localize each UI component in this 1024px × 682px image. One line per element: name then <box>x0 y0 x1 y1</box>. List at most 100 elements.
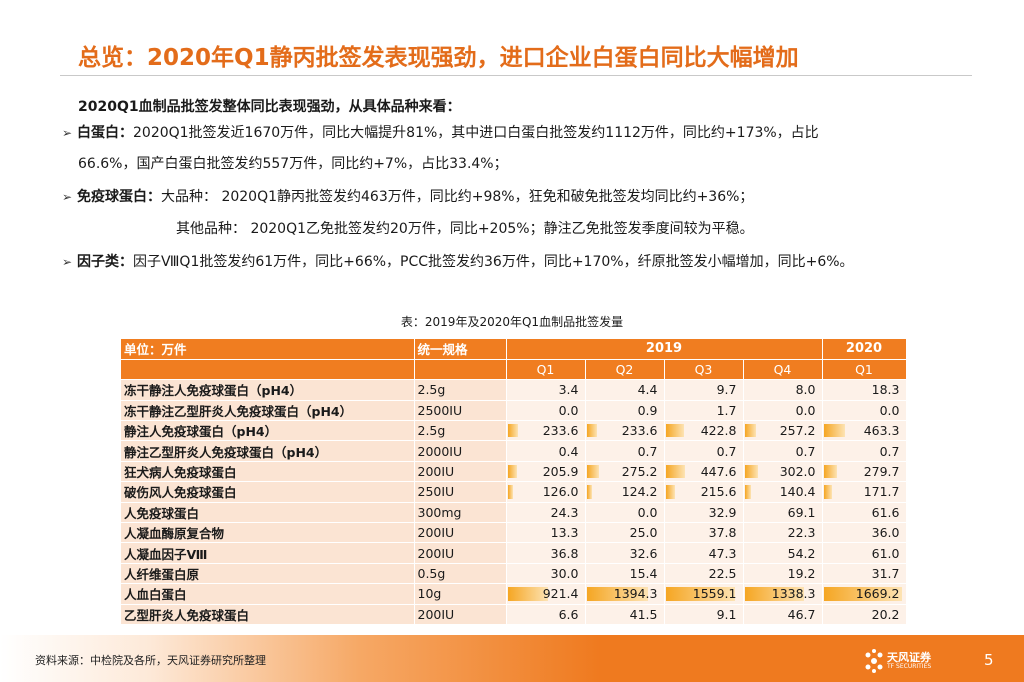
value-text: 31.7 <box>871 565 900 581</box>
value-cell: 20.2 <box>822 604 907 625</box>
value-text: 171.7 <box>863 484 900 500</box>
value-cell: 126.0 <box>506 481 586 503</box>
value-cell: 18.3 <box>822 379 907 401</box>
value-cell: 36.0 <box>822 522 907 544</box>
value-text: 279.7 <box>863 464 900 480</box>
value-cell: 32.9 <box>664 502 744 524</box>
table-row: 乙型肝炎人免疫球蛋白 200IU 6.6 41.5 9.1 46.7 20.2 <box>121 604 907 625</box>
value-text: 0.0 <box>795 402 816 418</box>
value-text: 0.0 <box>558 402 579 418</box>
value-text: 0.9 <box>637 402 658 418</box>
value-cell: 37.8 <box>664 522 744 544</box>
product-name-cell: 人血白蛋白 <box>121 583 415 605</box>
value-text: 233.6 <box>542 423 579 439</box>
table-row: 破伤风人免疫球蛋白 250IU 126.0 124.2 215.6 140.4 171.7 <box>121 481 907 503</box>
value-text: 257.2 <box>779 423 816 439</box>
value-cell: 233.6 <box>585 420 665 442</box>
spec-cell: 2500IU <box>414 400 507 422</box>
value-text: 0.4 <box>558 443 579 459</box>
value-text: 140.4 <box>779 484 816 500</box>
value-cell: 0.7 <box>822 440 907 462</box>
value-cell: 8.0 <box>743 379 823 401</box>
product-name-cell: 乙型肝炎人免疫球蛋白 <box>121 604 415 625</box>
value-text: 36.0 <box>871 525 900 541</box>
table-row: 静注人免疫球蛋白（pH4） 2.5g 233.6 233.6 422.8 257.2 463… <box>121 420 907 442</box>
table-row: 冻干静注乙型肝炎人免疫球蛋白（pH4） 2500IU 0.0 0.9 1.7 0.0 0.0 <box>121 400 907 422</box>
slide-title: 总览：2020年Q1静丙批签发表现强劲，进口企业白蛋白同比大幅增加 <box>78 45 799 71</box>
page-number: 5 <box>984 651 994 669</box>
value-text: 15.4 <box>629 565 658 581</box>
arrow-bullet-icon: ➢ <box>62 190 73 204</box>
value-cell: 124.2 <box>585 481 665 503</box>
value-cell: 41.5 <box>585 604 665 625</box>
value-cell: 1669.2 <box>822 583 907 605</box>
value-text: 124.2 <box>621 484 658 500</box>
value-text: 9.7 <box>716 382 737 398</box>
value-cell: 19.2 <box>743 563 823 585</box>
data-bar <box>665 464 686 479</box>
quarter-header: Q1 <box>822 359 907 381</box>
value-cell: 447.6 <box>664 461 744 483</box>
value-text: 463.3 <box>863 423 900 439</box>
value-cell: 0.7 <box>743 440 823 462</box>
bullet-label: 因子类： <box>77 254 133 270</box>
spec-cell: 300mg <box>414 502 507 524</box>
data-bar <box>586 485 592 499</box>
bullet-continuation: 66.6%，国产白蛋白批签发约557万件，同比约+7%，占比33.4%； <box>78 156 508 172</box>
header-blank <box>121 359 415 381</box>
brand-sub: TF SECURITIES <box>887 663 932 670</box>
product-name-cell: 人免疫球蛋白 <box>121 502 415 524</box>
value-text: 19.2 <box>787 565 816 581</box>
product-name-cell: 人凝血因子Ⅷ <box>121 542 415 564</box>
year-2020-header: 2020 <box>822 339 907 360</box>
value-text: 32.6 <box>629 545 658 561</box>
batch-release-table: 单位：万件 统一规格 2019 2020 Q1 Q2 Q3 Q4 Q1 冻干静注… <box>121 339 907 625</box>
table-row: 人免疫球蛋白 300mg 24.3 0.0 32.9 69.1 61.6 <box>121 502 907 524</box>
value-cell: 257.2 <box>743 420 823 442</box>
product-name-cell: 静注人免疫球蛋白（pH4） <box>121 420 415 442</box>
value-text: 1669.2 <box>855 586 900 602</box>
value-text: 447.6 <box>700 464 737 480</box>
value-cell: 36.8 <box>506 542 586 564</box>
data-bar <box>507 424 518 438</box>
quarter-header: Q2 <box>585 359 665 381</box>
value-cell: 1394.3 <box>585 583 665 605</box>
value-text: 61.0 <box>871 545 900 561</box>
data-bar <box>507 587 549 601</box>
product-name-cell: 人凝血酶原复合物 <box>121 522 415 544</box>
product-name-cell: 破伤风人免疫球蛋白 <box>121 481 415 503</box>
data-source: 资料来源：中检院及各所，天风证券研究所整理 <box>35 654 266 667</box>
data-bar <box>823 485 832 499</box>
data-bar <box>744 587 804 601</box>
value-text: 0.0 <box>637 504 658 520</box>
value-cell: 463.3 <box>822 420 907 442</box>
value-text: 22.5 <box>708 565 737 581</box>
spec-cell: 200IU <box>414 542 507 564</box>
value-cell: 13.3 <box>506 522 586 544</box>
value-cell: 61.0 <box>822 542 907 564</box>
intro-text: 2020Q1血制品批签发整体同比表现强劲，从具体品种来看： <box>78 99 461 115</box>
value-cell: 31.7 <box>822 563 907 585</box>
value-text: 1.7 <box>716 402 737 418</box>
product-name-cell: 静注乙型肝炎人免疫球蛋白（pH4） <box>121 440 415 462</box>
value-cell: 921.4 <box>506 583 586 605</box>
bullet-continuation: 其他品种： 2020Q1乙免批签发约20万件，同比+205%；静注乙免批签发季度… <box>176 221 754 237</box>
value-cell: 279.7 <box>822 461 907 483</box>
value-text: 9.1 <box>716 606 737 622</box>
table-row: 人纤维蛋白原 0.5g 30.0 15.4 22.5 19.2 31.7 <box>121 563 907 585</box>
value-cell: 46.7 <box>743 604 823 625</box>
value-cell: 69.1 <box>743 502 823 524</box>
product-name-cell: 冻干静注乙型肝炎人免疫球蛋白（pH4） <box>121 400 415 422</box>
arrow-bullet-icon: ➢ <box>62 255 73 269</box>
value-text: 126.0 <box>542 484 579 500</box>
value-text: 0.7 <box>879 443 900 459</box>
value-text: 422.8 <box>700 423 737 439</box>
value-text: 302.0 <box>779 464 816 480</box>
spec-cell: 0.5g <box>414 563 507 585</box>
data-bar <box>586 464 599 479</box>
spec-cell: 200IU <box>414 522 507 544</box>
spec-cell: 250IU <box>414 481 507 503</box>
table-row: 静注乙型肝炎人免疫球蛋白（pH4） 2000IU 0.4 0.7 0.7 0.7 0.7 <box>121 440 907 462</box>
title-divider <box>60 75 972 76</box>
header-blank <box>414 359 507 381</box>
